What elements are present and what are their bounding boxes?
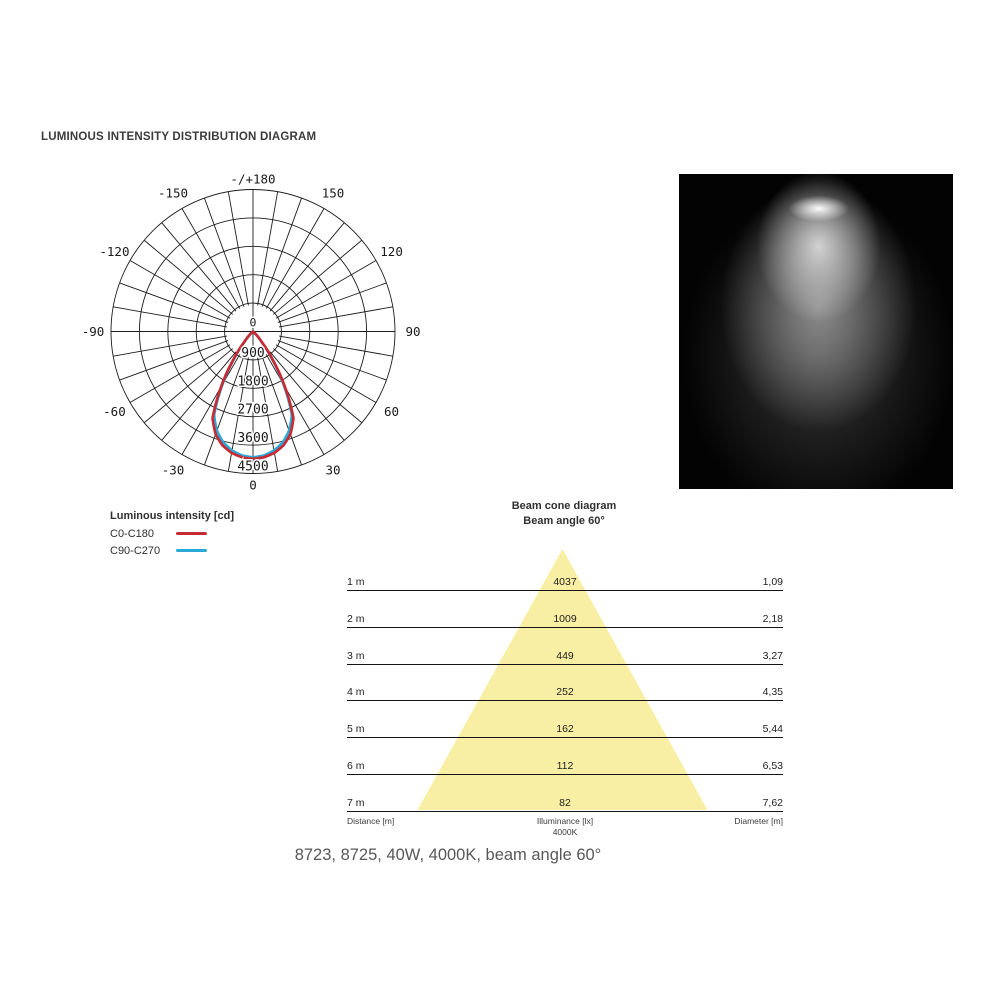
distance-column-label: Distance [m] (347, 816, 395, 826)
page-title: LUMINOUS INTENSITY DISTRIBUTION DIAGRAM (41, 131, 317, 143)
cone-row-3m: 3 m 449 3,27 (347, 648, 783, 665)
svg-text:150: 150 (322, 185, 345, 200)
svg-text:90: 90 (405, 324, 420, 339)
distance-value: 7 m (347, 796, 365, 809)
illuminance-label-line: Illuminance [lx] (536, 816, 594, 826)
light-cone-shape (417, 549, 708, 810)
beam-cone-title-line: Beam cone diagram (511, 500, 617, 512)
red-line-swatch (176, 531, 207, 536)
diameter-value: 5,44 (762, 723, 783, 736)
illuminance-value: 1009 (553, 613, 577, 625)
svg-text:60: 60 (384, 404, 399, 419)
legend: Luminous intensity [cd] C0-C180 C90-C270 (110, 510, 234, 559)
cone-row-5m: 5 m 162 5,44 (347, 721, 783, 739)
distance-value: 6 m (347, 759, 365, 772)
beam-cone-title: Beam cone diagram Beam angle 60° (414, 499, 714, 529)
svg-text:-/+180: -/+180 (230, 172, 275, 187)
svg-text:-120: -120 (99, 244, 129, 259)
svg-text:30: 30 (325, 463, 340, 478)
illuminance-value: 449 (556, 649, 574, 662)
legend-label: C0-C180 (110, 527, 155, 540)
legend-label: C90-C270 (110, 544, 161, 557)
svg-text:-150: -150 (158, 185, 188, 200)
distance-value: 2 m (347, 613, 365, 625)
diameter-value: 2,18 (762, 613, 783, 625)
illuminance-value: 252 (556, 686, 574, 699)
diameter-value: 6,53 (762, 759, 783, 772)
cone-row-4m: 4 m 252 4,35 (347, 684, 783, 702)
illuminance-value: 4037 (553, 576, 577, 588)
illuminance-column-label: Illuminance [lx] 4000K (347, 816, 783, 838)
svg-text:0: 0 (250, 316, 257, 330)
svg-text:-30: -30 (162, 463, 185, 478)
svg-text:-90: -90 (82, 324, 105, 339)
beam-cone-triangle (417, 549, 708, 810)
svg-text:2700: 2700 (237, 403, 268, 418)
product-caption: 8723, 8725, 40W, 4000K, beam angle 60° (294, 846, 602, 864)
svg-text:120: 120 (380, 244, 403, 259)
diameter-value: 4,35 (762, 686, 783, 699)
cone-row-1m: 1 m 4037 1,09 (347, 574, 783, 591)
legend-item-c90-c270: C90-C270 (110, 542, 234, 559)
illuminance-value: 112 (556, 759, 574, 772)
distance-value: 1 m (347, 576, 365, 588)
legend-title: Luminous intensity [cd] (110, 510, 235, 522)
beam-photo (679, 174, 953, 489)
distance-value: 5 m (347, 723, 365, 736)
beam-cone-subtitle: Beam angle 60° (523, 515, 605, 527)
distance-value: 4 m (347, 686, 365, 699)
distance-value: 3 m (347, 649, 365, 662)
diameter-value: 7,62 (762, 796, 783, 809)
diameter-value: 1,09 (762, 576, 783, 588)
svg-text:3600: 3600 (237, 431, 268, 446)
illuminance-value: 162 (556, 723, 574, 736)
cone-row-2m: 2 m 1009 2,18 (347, 611, 783, 628)
svg-text:4500: 4500 (237, 460, 268, 475)
cone-row-6m: 6 m 112 6,53 (347, 758, 783, 775)
diameter-column-label: Diameter [m] (734, 816, 783, 826)
diameter-value: 3,27 (762, 649, 783, 662)
blue-line-swatch (176, 548, 207, 553)
cone-row-7m: 7 m 82 7,62 (347, 795, 783, 812)
svg-text:900: 900 (241, 346, 264, 361)
legend-item-c0-c180: C0-C180 (110, 525, 234, 542)
svg-text:0: 0 (249, 478, 257, 493)
illuminance-value: 82 (559, 796, 571, 809)
polar-intensity-diagram: 900 1800 2700 3600 4500 0 0 30 60 90 120 150 -30 -60 -… (82, 172, 421, 493)
svg-text:1800: 1800 (237, 374, 268, 389)
svg-text:-60: -60 (103, 404, 126, 419)
color-temp-label: 4000K (552, 827, 578, 837)
